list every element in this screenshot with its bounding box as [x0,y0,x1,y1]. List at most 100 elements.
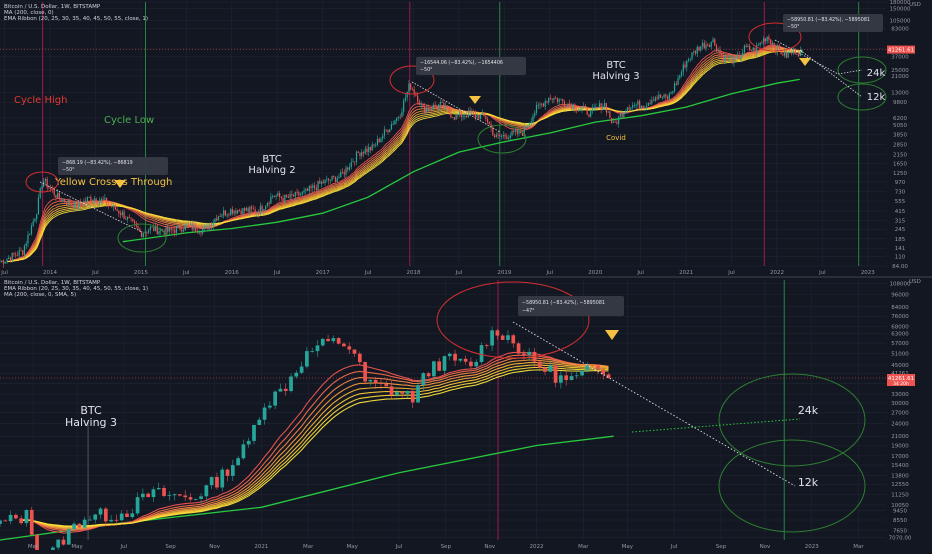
target-24k-label: 24k [867,68,886,79]
price-tick-label: 17000 [891,454,909,460]
candle-body [149,226,151,231]
time-tick-label: Jul [727,270,735,276]
candle-body [770,39,772,45]
candle-body [37,197,40,215]
candle-body [598,103,601,108]
candle-body [719,49,721,54]
candle-body [546,101,548,103]
price-tick-label: 315 [895,219,906,225]
bottom-ema-ribbon [21,351,609,534]
price-tick-label: 180000 [890,0,911,6]
candle-body [215,476,219,488]
candle-body [209,476,214,486]
time-tick-label: Jul [273,270,281,276]
time-tick-label: 2014 [43,270,57,276]
price-tick-label: 27000 [891,411,909,417]
candle-body [158,231,160,235]
price-tick-label: 21000 [891,74,909,80]
candle-body [90,197,92,201]
measure-box-line2: −47° [522,308,535,314]
yellow-arrow [469,96,481,104]
top-legend-line-3: EMA Ribbon (20, 25, 30, 35, 40, 45, 50, … [4,16,148,22]
candle-body [195,224,197,231]
top-currency-label: USD [909,2,921,8]
candle-body [591,107,594,110]
candle-body [135,497,140,514]
candle-body [633,104,635,106]
price-tick-label: 5050 [893,123,907,129]
candle-body [553,97,555,100]
candle-body [471,112,473,114]
candle-body [581,107,583,109]
candle-body [539,104,541,106]
candle-body [721,53,723,56]
candle-body [29,234,31,236]
candle-body [782,54,784,56]
candle-body [616,122,618,124]
candle-body [537,361,542,368]
candle-body [11,252,13,261]
candle-body [82,519,87,528]
bottom-time-axis[interactable]: Mar May Jul Sep Nov 2021 Mar May Jul Sep Nov 2022 Ma… [28,544,865,550]
target-12k-label: 12k [867,92,886,103]
candle-body [644,107,646,109]
candle-body [743,45,746,53]
candle-body [347,167,349,170]
cycle-high-circle [389,65,435,95]
candle-body [438,104,440,109]
candle-body [479,345,484,362]
candle-body [397,116,400,118]
candle-body [160,229,162,232]
price-tick-label: 9800 [893,100,907,106]
candle-body [121,211,123,215]
candle-body [249,206,251,212]
candle-body [3,520,8,522]
candle-body [563,101,566,106]
candle-body [74,201,76,209]
top-time-axis[interactable]: Jul 2014 Jul 2015 Jul 2016 Jul 2017 Jul 2018 Jul 20… [0,270,875,276]
candle-body [225,469,230,476]
candle-body [303,190,305,192]
time-tick-label: Nov [484,544,495,550]
candle-body [6,258,8,262]
price-tick-label: 141 [895,246,906,252]
candle-body [601,369,606,375]
candle-body [565,105,567,108]
candle-body [541,103,543,105]
candle-body [119,513,124,521]
candle-body [630,107,632,110]
candle-body [426,373,431,377]
candle-body [193,498,198,500]
candle-body [715,45,718,51]
candle-body [27,234,29,244]
cycle-high-circle [748,22,802,52]
candle-body [278,193,281,197]
candle-body [357,353,362,363]
candle-body [277,193,279,196]
candle-body [464,115,466,117]
candle-body [88,197,90,198]
candle-body [590,365,595,367]
candle-body [34,219,36,222]
candle-body [442,356,447,371]
candle-body [362,152,365,154]
candle-body [298,191,300,196]
candle-body [584,106,587,108]
candle-body [673,83,676,92]
candle-body [105,197,108,205]
candle-body [162,487,166,496]
candle-body [151,226,153,228]
yellow-arrow [605,330,619,340]
candle-body [766,36,768,42]
candle-body [756,45,758,53]
candle-body [569,103,571,105]
candle-body [44,178,47,181]
top-price-axis[interactable]: 1800001500001050008300047000370002500021… [887,0,915,270]
candle-body [270,196,272,204]
candle-body [474,361,479,367]
candle-body [320,338,325,346]
candle-body [499,135,501,137]
top-chart-pane[interactable]: Cycle High Cycle Low Yellow Crosses Throug… [0,0,921,276]
